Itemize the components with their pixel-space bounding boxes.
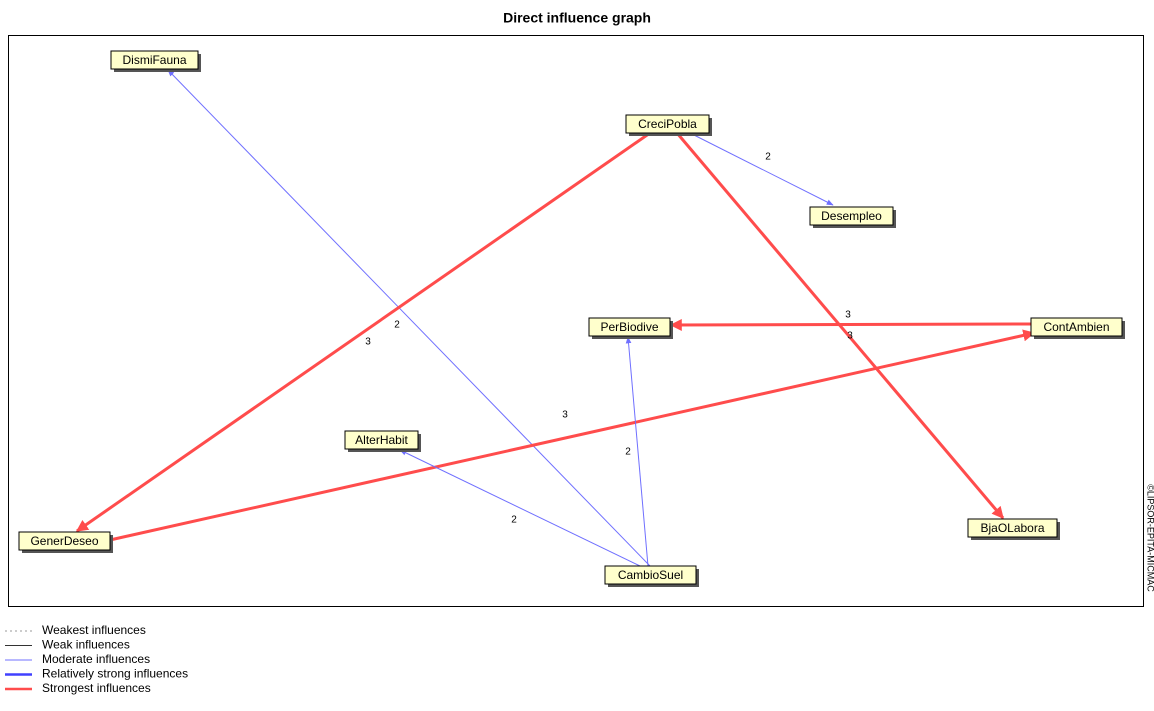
node-label: GenerDeseo [30,534,98,548]
edge-label: 3 [562,410,568,421]
legend-label: Weakest influences [42,623,146,637]
edge-label: 3 [845,310,851,321]
edge-label: 3 [365,337,371,348]
node-label: AlterHabit [355,433,408,447]
title: Direct influence graph [503,10,651,26]
legend-label: Weak influences [42,638,130,652]
nodes: DismiFauna CreciPobla Desempleo PerBiodive C… [18,50,1125,587]
node-label: PerBiodive [600,320,658,334]
node-box [588,317,671,337]
edge-label: 2 [765,152,771,163]
edge [689,132,834,206]
node-box [110,50,199,70]
node-label: DismiFauna [122,53,186,67]
node-box [809,206,894,226]
edge [399,449,641,567]
edge-label: 3 [847,331,853,342]
edges: 2 2 3 3 3 3 2 2 [76,69,1036,567]
edge [669,318,1032,331]
legend-label: Strongest influences [42,681,151,695]
node-box [18,531,111,551]
edge-label: 2 [394,320,400,331]
legend-label: Relatively strong influences [42,667,188,681]
edge [76,131,651,533]
node-box [604,565,697,585]
edge [109,329,1036,542]
node-label: Desempleo [821,209,882,223]
edge-label: 2 [625,447,631,458]
legend-label: Moderate influences [42,652,150,666]
node-box [344,430,419,450]
node-label: BjaOLabora [980,521,1044,535]
edge-label: 2 [511,515,517,526]
watermark: ©LIPSOR-EPITA-MICMAC [1146,484,1154,592]
node-label: CreciPobla [638,117,697,131]
node-box [625,114,710,134]
node-box [1030,317,1123,337]
edge [167,69,651,567]
frame [8,35,1144,607]
node-label: ContAmbien [1043,320,1109,334]
node-box [967,518,1058,538]
node-label: CambioSuel [618,568,683,582]
edge [625,336,649,567]
